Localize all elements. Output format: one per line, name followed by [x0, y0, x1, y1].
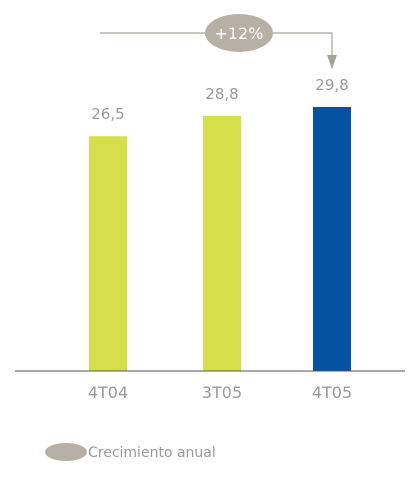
value-label-4t04: 26,5	[91, 105, 124, 123]
value-label-3t05: 28,8	[205, 85, 238, 103]
legend-label: Crecimiento anual	[88, 445, 216, 461]
growth-arrow-line	[100, 32, 333, 57]
category-label-3t05: 3T05	[202, 383, 242, 402]
category-labels-group: 4T04 3T05 4T05	[88, 383, 352, 402]
bar-4t04	[89, 136, 127, 371]
value-label-4t05: 29,8	[315, 76, 348, 94]
growth-badge	[205, 14, 273, 52]
category-label-4t04: 4T04	[88, 383, 128, 402]
growth-badge-text: +12%	[215, 24, 264, 43]
value-labels-group: 26,5 28,8 29,8	[91, 76, 348, 123]
legend-marker-ellipse	[45, 443, 87, 461]
growth-arrow-head	[327, 54, 337, 69]
category-label-4t05: 4T05	[312, 383, 352, 402]
bar-3t05	[203, 115, 241, 371]
growth-annotation: +12%	[100, 14, 337, 69]
bar-4t05	[313, 106, 351, 372]
legend: Crecimiento anual	[45, 443, 216, 461]
bars-group	[89, 106, 351, 372]
